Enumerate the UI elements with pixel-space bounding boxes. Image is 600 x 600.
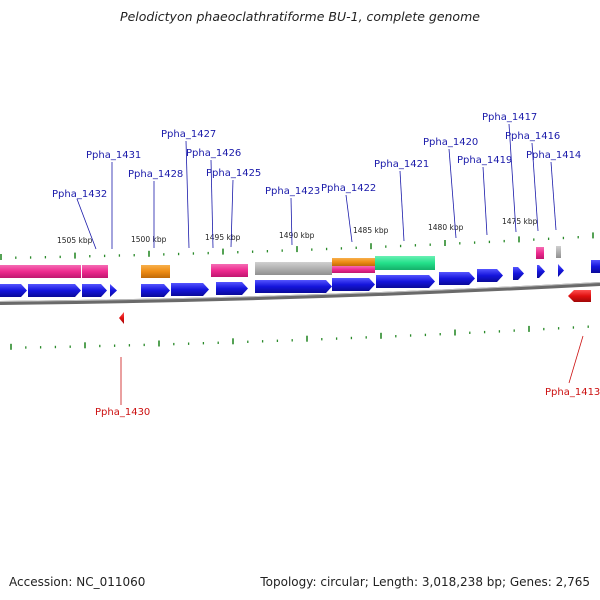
scale-label: 1500 kbp bbox=[131, 235, 167, 244]
forward-cds-arrow[interactable] bbox=[171, 283, 209, 296]
genome-backbone bbox=[0, 282, 600, 305]
reverse-cds-arrow[interactable] bbox=[568, 290, 591, 302]
forward-cds-arrow[interactable] bbox=[216, 282, 248, 295]
scale-label: 1480 kbp bbox=[428, 223, 464, 232]
gene-label-ppha-1414[interactable]: Ppha_1414 bbox=[526, 150, 581, 161]
forward-cds-arrow[interactable] bbox=[376, 275, 435, 288]
gray-feature[interactable] bbox=[556, 246, 561, 258]
reverse-cds-row bbox=[119, 290, 591, 324]
map-title: Pelodictyon phaeoclathratiforme BU-1, co… bbox=[120, 9, 480, 24]
forward-cds-arrow[interactable] bbox=[141, 284, 170, 297]
forward-cds-arrow[interactable] bbox=[28, 284, 81, 297]
gene-label-ppha-1421[interactable]: Ppha_1421 bbox=[374, 159, 429, 170]
forward-cds-arrow[interactable] bbox=[537, 265, 545, 278]
gene-label-ppha-1420[interactable]: Ppha_1420 bbox=[423, 137, 478, 148]
gene-label-ppha-1419[interactable]: Ppha_1419 bbox=[457, 155, 512, 166]
scale-labels: 1505 kbp 1500 kbp 1495 kbp 1490 kbp 1485… bbox=[57, 217, 538, 245]
genome-backbone-highlight bbox=[0, 282, 600, 302]
upper-feature-row bbox=[0, 246, 561, 278]
pink-feature[interactable] bbox=[211, 264, 248, 277]
gene-label-ppha-1432[interactable]: Ppha_1432 bbox=[52, 189, 107, 200]
forward-cds-arrow[interactable] bbox=[0, 284, 27, 297]
orange-feature[interactable] bbox=[332, 258, 375, 266]
lower-tick-row bbox=[10, 325, 589, 350]
gene-label-ppha-1427[interactable]: Ppha_1427 bbox=[161, 129, 216, 140]
scale-label: 1495 kbp bbox=[205, 233, 241, 242]
forward-cds-arrow[interactable] bbox=[558, 264, 564, 277]
forward-cds-arrow[interactable] bbox=[513, 267, 524, 280]
gene-label-ppha-1413[interactable]: Ppha_1413 bbox=[545, 387, 600, 398]
gene-label-ppha-1426[interactable]: Ppha_1426 bbox=[186, 148, 241, 159]
forward-cds-arrow[interactable] bbox=[591, 260, 600, 273]
gene-label-ppha-1425[interactable]: Ppha_1425 bbox=[206, 168, 261, 179]
lower-gene-labels: Ppha_1430 Ppha_1413 bbox=[95, 335, 600, 418]
scale-label: 1490 kbp bbox=[279, 231, 315, 240]
accession-text: Accession: NC_011060 bbox=[9, 575, 146, 589]
forward-cds-arrow[interactable] bbox=[255, 280, 332, 293]
green-feature[interactable] bbox=[375, 256, 435, 270]
gene-label-ppha-1416[interactable]: Ppha_1416 bbox=[505, 131, 560, 142]
gene-label-ppha-1428[interactable]: Ppha_1428 bbox=[128, 169, 183, 180]
forward-cds-arrow[interactable] bbox=[477, 269, 503, 282]
gene-label-ppha-1423[interactable]: Ppha_1423 bbox=[265, 186, 320, 197]
scale-label: 1485 kbp bbox=[353, 226, 389, 235]
scale-label: 1475 kbp bbox=[502, 217, 538, 226]
gray-feature[interactable] bbox=[255, 262, 332, 275]
pink-feature[interactable] bbox=[0, 265, 81, 278]
gene-label-ppha-1417[interactable]: Ppha_1417 bbox=[482, 112, 537, 123]
gene-label-ppha-1430[interactable]: Ppha_1430 bbox=[95, 407, 150, 418]
forward-cds-arrow[interactable] bbox=[439, 272, 475, 285]
genome-summary-text: Topology: circular; Length: 3,018,238 bp… bbox=[260, 575, 590, 589]
pink-feature[interactable] bbox=[536, 247, 544, 259]
forward-cds-arrow[interactable] bbox=[110, 284, 117, 297]
gene-label-ppha-1422[interactable]: Ppha_1422 bbox=[321, 183, 376, 194]
forward-cds-row bbox=[0, 260, 600, 297]
pink-feature[interactable] bbox=[82, 265, 108, 278]
scale-label: 1505 kbp bbox=[57, 236, 93, 245]
upper-tick-row bbox=[0, 232, 594, 260]
upper-gene-labels: Ppha_1432 Ppha_1431 Ppha_1428 Ppha_1427 … bbox=[52, 112, 581, 250]
pink-feature[interactable] bbox=[332, 266, 375, 273]
gene-label-ppha-1431[interactable]: Ppha_1431 bbox=[86, 150, 141, 161]
orange-feature[interactable] bbox=[141, 265, 170, 278]
forward-cds-arrow[interactable] bbox=[332, 278, 375, 291]
reverse-cds-arrow[interactable] bbox=[119, 312, 124, 324]
forward-cds-arrow[interactable] bbox=[82, 284, 107, 297]
